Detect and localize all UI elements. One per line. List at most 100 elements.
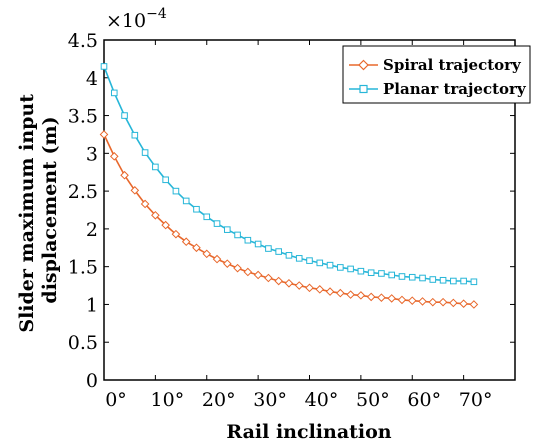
data-point (470, 278, 478, 286)
data-point (193, 205, 200, 213)
data-point (336, 288, 345, 298)
data-point (130, 186, 140, 195)
data-point (305, 283, 314, 293)
x-tick-label: 30° (253, 389, 287, 411)
data-point (439, 276, 447, 284)
data-point (388, 271, 395, 279)
y-tick-label: 3.5 (68, 106, 98, 128)
data-point (356, 291, 366, 300)
x-tick-label: 50° (356, 389, 390, 411)
series-layer (99, 63, 479, 309)
y-tick-label: 2 (86, 219, 98, 241)
y-tick-label: 1 (86, 294, 98, 316)
legend-label-planar: Planar trajectory (383, 80, 527, 98)
data-point (407, 296, 417, 305)
data-point (397, 295, 407, 305)
x-axis-label: Rail inclination (226, 421, 391, 443)
data-point (131, 131, 139, 139)
data-point (244, 236, 252, 244)
data-point (151, 210, 160, 220)
y-axis-label-line-2: displacement (m) (39, 116, 61, 303)
data-point (387, 294, 397, 303)
data-point (284, 278, 294, 288)
data-point (418, 297, 427, 306)
y-axis: 0 0.5 1 1.5 2 2.5 3 3.5 4 4.5 (68, 30, 515, 392)
data-point (366, 292, 376, 302)
x-tick-label: 70° (459, 389, 493, 411)
data-point (459, 299, 468, 308)
series-line (103, 134, 474, 306)
y-tick-label: 0 (86, 370, 98, 392)
y-tick-label: 2.5 (68, 181, 98, 203)
y-tick-label: 3 (86, 143, 98, 165)
legend-box (342, 45, 531, 104)
data-point (275, 248, 282, 255)
data-point (450, 277, 457, 285)
y-tick-label: 0.5 (68, 332, 98, 354)
legend-label-spiral: Spiral trajectory (383, 56, 522, 74)
data-point (172, 187, 180, 195)
data-point (429, 276, 437, 283)
data-point (325, 287, 335, 296)
data-point (295, 255, 303, 262)
data-point (253, 270, 263, 280)
data-point (460, 277, 467, 285)
x-tick-label: 0° (105, 389, 127, 411)
data-point (469, 300, 479, 309)
data-point (203, 213, 211, 221)
data-point (438, 297, 448, 307)
data-point (398, 273, 406, 280)
x-tick-label: 20° (202, 389, 236, 411)
legend: Spiral trajectory Planar trajectory (342, 45, 531, 104)
legend-marker-planar (359, 84, 368, 94)
data-point (121, 112, 128, 119)
x-axis: 0° 10° 20° 30° 40° 50° 60° 70° (103, 40, 493, 411)
data-point (120, 170, 129, 180)
data-point (265, 245, 272, 252)
data-point (100, 63, 108, 70)
data-point (233, 263, 242, 273)
data-point (367, 269, 375, 277)
data-point (243, 267, 253, 277)
data-point (161, 220, 170, 230)
data-point (315, 285, 325, 294)
y-axis-exponent: ×10−4 (106, 6, 167, 32)
data-point (428, 297, 438, 307)
data-point (192, 243, 201, 253)
x-tick-label: 10° (151, 389, 185, 411)
data-point (274, 276, 283, 286)
data-point (378, 270, 385, 277)
data-point (316, 259, 324, 267)
data-point (234, 231, 241, 239)
y-tick-label: 4 (86, 68, 98, 90)
data-point (110, 89, 118, 97)
data-point (285, 252, 293, 259)
data-point (182, 197, 190, 205)
data-point (294, 281, 304, 290)
data-point (99, 130, 109, 139)
y-axis-label-line-1: Slider maximum input (16, 94, 38, 333)
data-point (162, 176, 169, 184)
data-point (212, 254, 222, 264)
data-point (337, 264, 344, 271)
data-point (449, 298, 458, 308)
data-point (326, 261, 334, 269)
data-point (347, 265, 354, 273)
data-point (357, 267, 365, 275)
x-tick-label: 60° (407, 389, 441, 411)
data-point (171, 229, 181, 239)
data-point (181, 237, 191, 247)
data-point (254, 240, 262, 248)
data-point (408, 273, 416, 281)
data-point (202, 249, 212, 259)
x-tick-label: 40° (305, 389, 339, 411)
data-point (140, 199, 150, 209)
data-point (213, 220, 221, 227)
data-point (224, 226, 231, 233)
data-point (419, 274, 426, 282)
legend-marker-spiral (358, 59, 369, 71)
data-point (264, 273, 273, 283)
y-tick-label: 1.5 (68, 257, 98, 279)
data-point (222, 259, 232, 268)
